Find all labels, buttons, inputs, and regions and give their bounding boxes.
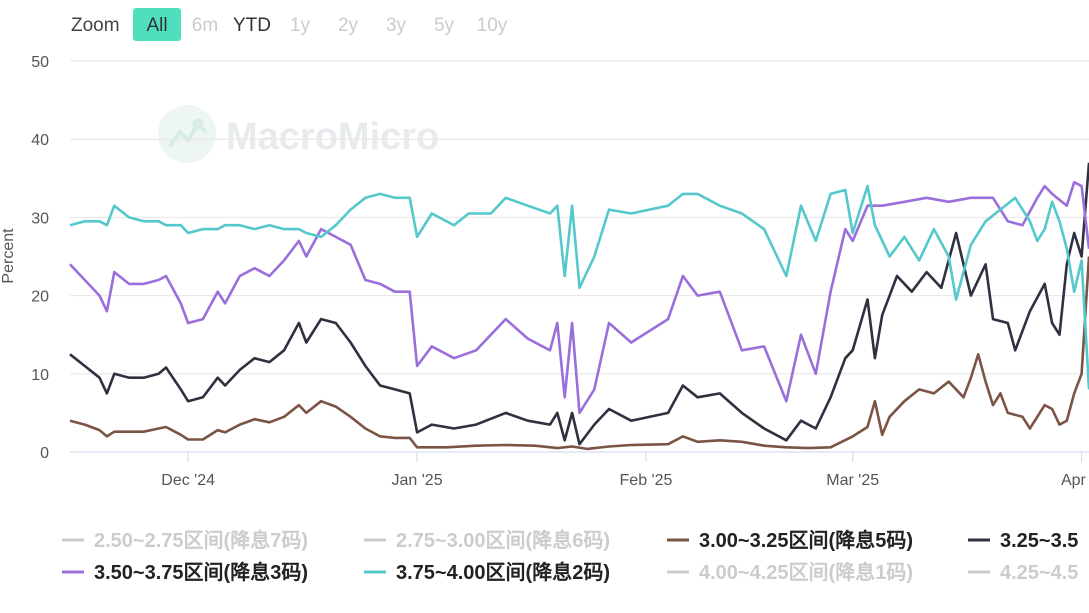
zoom-button-highlight (133, 8, 181, 41)
zoom-button-ytd[interactable]: YTD (233, 15, 271, 36)
zoom-button-label: 2y (338, 15, 359, 36)
legend-label: 3.25~3.5 (1000, 530, 1078, 552)
zoom-toolbar: Zoom All 6m YTD 1y 2y 3y 5y 10y (71, 8, 508, 41)
y-tick-label: 10 (31, 367, 49, 384)
x-axis: Dec '24 Jan '25 Feb '25 Mar '25 Apr '2 (161, 452, 1089, 489)
zoom-button-label: 3y (386, 15, 407, 36)
zoom-button-all[interactable]: All (133, 8, 181, 41)
legend-item-3-25-3-5[interactable]: 3.25~3.5 (968, 530, 1078, 552)
legend-label: 3.75~4.00区间(降息2码) (396, 560, 610, 584)
legend-label: 4.00~4.25区间(降息1码) (699, 560, 913, 584)
watermark-text: MacroMicro (226, 116, 439, 158)
zoom-label: Zoom (71, 15, 120, 36)
zoom-button-3y: 3y (386, 15, 407, 36)
series-line-3-75-4-00-2[interactable] (69, 184, 1089, 390)
legend-item-4-25-4-5[interactable]: 4.25~4.5 (968, 562, 1078, 584)
zoom-button-5y: 5y (434, 15, 455, 36)
y-tick-label: 0 (40, 445, 49, 462)
legend-label: 2.75~3.00区间(降息6码) (396, 528, 610, 552)
series-line-3-00-3-25-5[interactable] (69, 256, 1089, 451)
y-tick-label: 50 (31, 54, 49, 71)
series-line-3-25-3-5[interactable] (69, 162, 1089, 446)
x-tick-label: Mar '25 (826, 472, 879, 489)
zoom-button-label: 1y (290, 15, 311, 36)
x-tick-label: Dec '24 (161, 472, 215, 489)
y-tick-label: 40 (31, 132, 49, 149)
zoom-button-label: 6m (192, 15, 218, 36)
legend-item-2-50-2-75-7[interactable]: 2.50~2.75区间(降息7码) (62, 528, 308, 552)
legend-item-3-50-3-75-3[interactable]: 3.50~3.75区间(降息3码) (62, 560, 308, 584)
legend: 2.50~2.75区间(降息7码) 2.75~3.00区间(降息6码) 3.00~3… (62, 528, 1078, 584)
legend-item-4-00-4-25-1[interactable]: 4.00~4.25区间(降息1码) (667, 560, 913, 584)
legend-item-3-00-3-25-5[interactable]: 3.00~3.25区间(降息5码) (667, 528, 913, 552)
legend-item-2-75-3-00-6[interactable]: 2.75~3.00区间(降息6码) (364, 528, 610, 552)
legend-label: 3.00~3.25区间(降息5码) (699, 528, 913, 552)
y-tick-label: 30 (31, 210, 49, 227)
zoom-button-1y: 1y (290, 15, 311, 36)
zoom-button-6m: 6m (192, 15, 218, 36)
series-line-3-50-3-75-3[interactable] (69, 180, 1089, 415)
x-tick-label: Feb '25 (620, 472, 673, 489)
grid (70, 60, 1089, 453)
series-layer (69, 162, 1089, 451)
zoom-button-label: YTD (233, 15, 271, 36)
y-tick-label: 20 (31, 289, 49, 306)
legend-label: 3.50~3.75区间(降息3码) (94, 560, 308, 584)
y-axis: 0 10 20 30 40 50 (31, 54, 49, 462)
legend-label: 2.50~2.75区间(降息7码) (94, 528, 308, 552)
y-axis-label: Percent (0, 228, 17, 284)
zoom-button-label: All (146, 15, 167, 36)
zoom-button-label: 10y (477, 15, 508, 36)
x-tick-label: Apr '2 (1061, 472, 1089, 489)
zoom-button-label: 5y (434, 15, 455, 36)
legend-label: 4.25~4.5 (1000, 562, 1078, 584)
macromicro-logo-icon (158, 105, 216, 163)
x-tick-label: Jan '25 (392, 472, 443, 489)
zoom-button-10y: 10y (477, 15, 508, 36)
zoom-button-2y: 2y (338, 15, 359, 36)
legend-item-3-75-4-00-2[interactable]: 3.75~4.00区间(降息2码) (364, 560, 610, 584)
macromicro-watermark: MacroMicro (158, 105, 439, 163)
